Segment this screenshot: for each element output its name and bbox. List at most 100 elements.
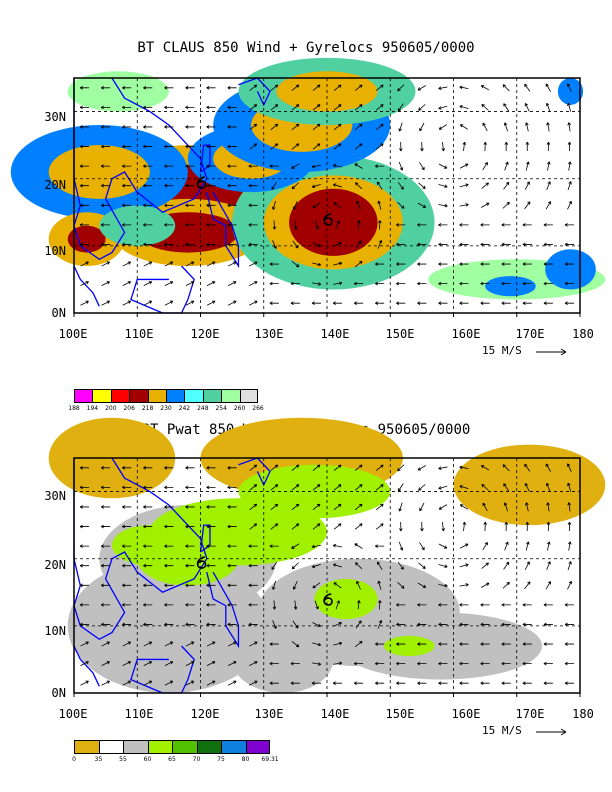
wind-vector xyxy=(227,680,237,686)
wind-vector xyxy=(206,485,216,490)
wind-vector xyxy=(480,622,490,627)
wind-vector xyxy=(481,202,490,208)
wind-vector xyxy=(100,105,111,110)
wind-vector xyxy=(418,484,426,491)
wind-vector xyxy=(314,600,319,610)
colorbar-tick-label: 260 xyxy=(233,405,246,412)
wind-vector xyxy=(417,661,427,666)
wind-vector xyxy=(332,543,343,548)
wind-vector xyxy=(398,122,403,132)
wind-vector xyxy=(333,661,343,666)
wind-vector xyxy=(100,223,111,227)
wind-vector xyxy=(122,680,132,686)
wind-vector xyxy=(164,164,174,168)
wind-vector xyxy=(332,183,342,188)
wind-vector xyxy=(459,661,469,666)
wind-vector xyxy=(354,182,363,190)
colorbar-swatch xyxy=(74,740,99,754)
wind-vector xyxy=(332,163,343,168)
wind-vector xyxy=(206,544,216,548)
wind-vector xyxy=(438,485,448,490)
wind-vector xyxy=(522,622,532,627)
wind-vector xyxy=(545,201,552,210)
wind-vector xyxy=(503,561,510,570)
wind-vector xyxy=(522,223,532,227)
wind-vector xyxy=(502,581,510,589)
wind-vector xyxy=(270,464,279,471)
wind-vector xyxy=(100,203,111,208)
wind-vector xyxy=(354,464,363,471)
wind-vector xyxy=(417,262,427,266)
wind-vector xyxy=(501,262,511,266)
wind-vector xyxy=(438,543,448,549)
wind-vector xyxy=(375,484,384,491)
wind-vector xyxy=(333,641,343,646)
wind-vector xyxy=(164,524,174,529)
wind-vector xyxy=(143,105,153,110)
wind-vector xyxy=(377,239,383,249)
wind-vector xyxy=(164,144,174,149)
wind-vector xyxy=(357,220,361,230)
wind-vector xyxy=(397,103,404,112)
wind-vector xyxy=(545,83,551,92)
coastline xyxy=(238,77,271,107)
lon-label: 120E xyxy=(190,327,220,341)
wind-vector xyxy=(248,242,258,247)
wind-vector xyxy=(122,661,132,666)
wind-vector xyxy=(122,622,132,627)
wind-vector xyxy=(100,466,111,470)
wind-vector xyxy=(248,544,258,548)
wind-vector xyxy=(270,143,279,150)
wind-vector xyxy=(397,561,404,570)
wind-vector xyxy=(291,484,300,491)
wind-vector xyxy=(143,622,153,627)
wind-vector xyxy=(143,524,153,529)
lat-label: 20N xyxy=(44,178,66,192)
wind-vector xyxy=(206,125,216,129)
wind-vector xyxy=(269,281,279,286)
wind-vector xyxy=(227,544,237,548)
wind-vector xyxy=(438,184,448,188)
wind-vector xyxy=(269,301,279,305)
lon-label: 170E xyxy=(515,707,545,721)
wind-vector xyxy=(291,182,299,190)
cloud-shade xyxy=(545,249,596,290)
wind-vector xyxy=(459,301,469,305)
wind-vector xyxy=(206,563,216,568)
wind-vector xyxy=(332,681,343,685)
wind-vector xyxy=(164,544,174,548)
wind-vector xyxy=(333,143,342,150)
wind-vector xyxy=(100,505,111,509)
wind-vector xyxy=(375,84,384,91)
wind-vector xyxy=(122,86,132,90)
wind-vector xyxy=(143,144,153,149)
wind-vector xyxy=(272,600,277,610)
wind-vector xyxy=(376,561,383,570)
wind-vector xyxy=(311,164,321,169)
wind-vector xyxy=(375,464,384,471)
wind-vector xyxy=(398,161,404,171)
wind-vector xyxy=(480,465,490,471)
wind-vector xyxy=(311,662,322,666)
wind-vector xyxy=(419,162,425,171)
wind-vector xyxy=(396,642,406,646)
wind-vector xyxy=(311,183,321,189)
wind-vector xyxy=(417,281,427,286)
wind-vector xyxy=(459,281,469,286)
wind-vector xyxy=(164,583,174,588)
wind-vector xyxy=(502,201,510,209)
wind-vector xyxy=(206,622,216,627)
wind-vector xyxy=(396,661,406,666)
wind-vector xyxy=(502,464,510,472)
wind-vector xyxy=(185,524,195,529)
coastline xyxy=(199,144,211,173)
wind-vector xyxy=(293,220,298,230)
colorbar-tick-label: 65 xyxy=(168,756,176,763)
wind-vector xyxy=(543,681,553,685)
cloud-shade xyxy=(99,205,176,246)
wind-vector xyxy=(312,642,322,647)
wind-vector xyxy=(564,603,574,607)
wind-vector xyxy=(164,261,174,267)
wind-vector xyxy=(185,164,195,168)
wind-vector xyxy=(418,104,426,111)
